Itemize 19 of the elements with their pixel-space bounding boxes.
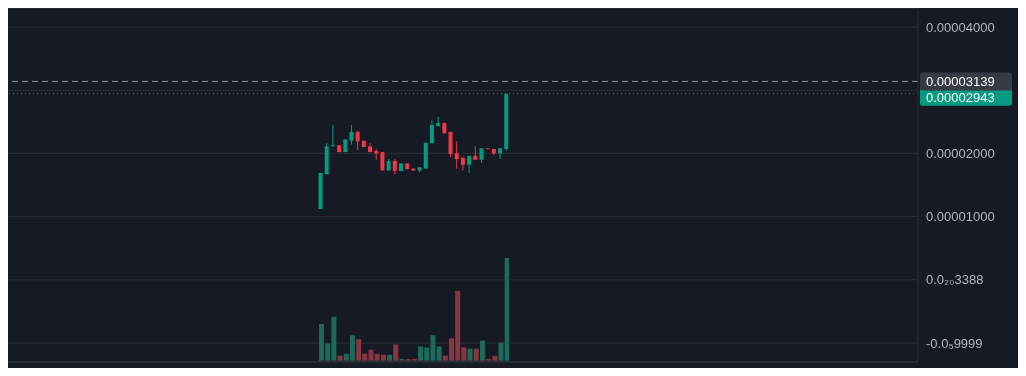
candlestick (454, 140, 459, 170)
candlestick (349, 124, 354, 146)
candlestick (467, 155, 472, 174)
y-tick-label: -0.0₅9999 (926, 335, 983, 351)
ref-line-label: 0.00002943 (926, 89, 995, 105)
y-tick-label: 0.00001000 (926, 209, 995, 225)
candlestick (498, 147, 503, 160)
ref-line-label: 0.00003139 (926, 74, 995, 90)
bar (392, 344, 398, 361)
bar (479, 340, 485, 361)
candlestick (460, 156, 465, 171)
candlestick (330, 124, 335, 147)
candlestick (355, 130, 360, 151)
y-tick-label: 0.0₂₀3388 (926, 272, 984, 288)
candlestick (448, 131, 453, 158)
y-tick-label: 0.00002000 (926, 146, 995, 162)
bar (436, 346, 442, 361)
candlestick (436, 116, 441, 127)
y-tick-label: 0.00004000 (926, 19, 995, 35)
